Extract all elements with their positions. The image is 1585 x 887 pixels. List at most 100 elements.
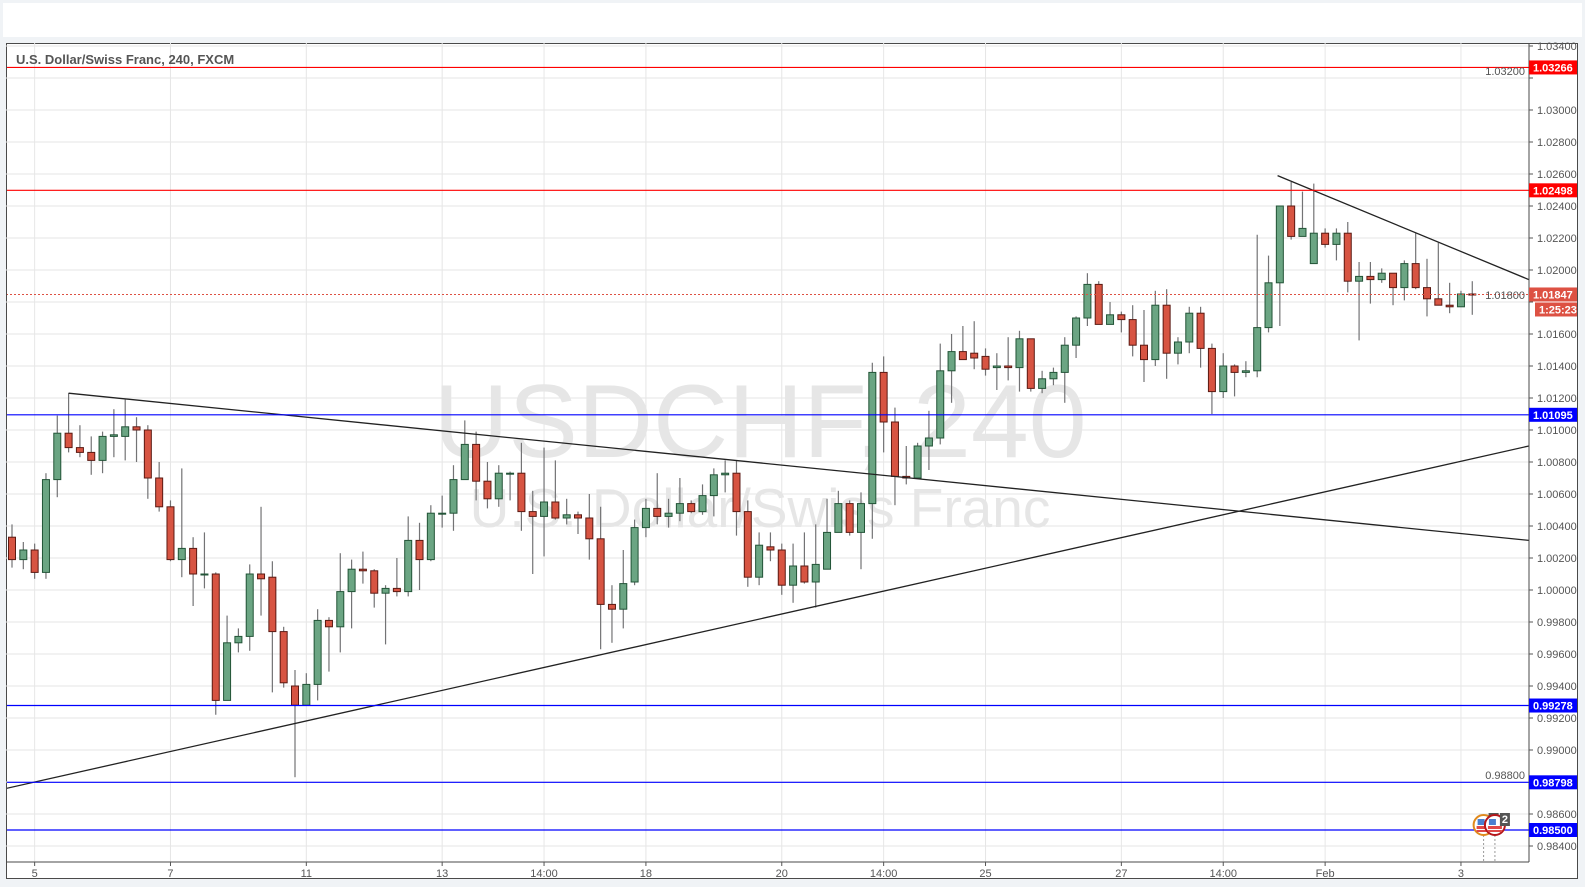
candle-up[interactable] — [449, 479, 458, 514]
candle-up[interactable] — [1106, 314, 1115, 325]
candle-up[interactable] — [404, 539, 413, 593]
candle-down[interactable] — [1140, 344, 1148, 361]
candle-up[interactable] — [1083, 283, 1092, 319]
candle-down[interactable] — [155, 477, 164, 508]
candle-down[interactable] — [166, 506, 175, 561]
candle-up[interactable] — [245, 573, 254, 637]
candle-up[interactable] — [1241, 370, 1250, 373]
candle-down[interactable] — [653, 507, 662, 517]
candle-up[interactable] — [506, 472, 515, 475]
candle-down[interactable] — [483, 480, 492, 500]
candle-down[interactable] — [1389, 272, 1398, 289]
candle-up[interactable] — [1275, 205, 1284, 284]
time-axis[interactable]: 5 7 11 13 14:00 18 20 14:00 25 27 14:00 Feb 3 — [32, 862, 1464, 880]
candle-up[interactable] — [1219, 365, 1228, 393]
candle-up[interactable] — [1253, 327, 1262, 372]
candle-down[interactable] — [1004, 365, 1013, 369]
candle-up[interactable] — [664, 512, 673, 517]
candle-up[interactable] — [1049, 371, 1058, 380]
candle-up[interactable] — [1298, 227, 1307, 237]
candle-down[interactable] — [607, 603, 616, 610]
candle-up[interactable] — [1151, 304, 1160, 361]
candle-down[interactable] — [1434, 298, 1443, 306]
candle-up[interactable] — [562, 514, 571, 519]
candle-up[interactable] — [1456, 293, 1465, 308]
candle-up[interactable] — [755, 544, 764, 578]
candle-up[interactable] — [1377, 272, 1386, 281]
candle-up[interactable] — [381, 587, 390, 594]
candle-up[interactable] — [1072, 317, 1081, 346]
candle-up[interactable] — [811, 563, 820, 583]
candle-up[interactable] — [1309, 232, 1318, 265]
trend-line[interactable] — [1277, 174, 1529, 281]
candle-down[interactable] — [890, 421, 899, 477]
candle-down[interactable] — [1026, 338, 1035, 389]
candle-down[interactable] — [766, 546, 775, 551]
candle-up[interactable] — [41, 479, 50, 573]
candle-up[interactable] — [438, 512, 447, 515]
candle-up[interactable] — [460, 443, 469, 481]
candle-down[interactable] — [879, 371, 888, 423]
candle-down[interactable] — [75, 447, 84, 453]
candle-up[interactable] — [630, 527, 639, 583]
candle-down[interactable] — [1287, 205, 1296, 237]
trend-line[interactable] — [68, 392, 1529, 542]
candle-down[interactable] — [87, 451, 96, 461]
candle-down[interactable] — [291, 685, 299, 706]
candle-up[interactable] — [1264, 282, 1273, 329]
candle-down[interactable] — [143, 429, 152, 479]
candle-down[interactable] — [1196, 312, 1205, 349]
candle-up[interactable] — [540, 501, 549, 517]
candle-down[interactable] — [1366, 275, 1375, 281]
price-axis[interactable]: 1.03400 1.03200 1.03000 1.02800 1.02600 1.024… — [1485, 41, 1577, 853]
candle-down[interactable] — [1343, 232, 1352, 282]
candle-up[interactable] — [1173, 341, 1182, 354]
candle-up[interactable] — [868, 371, 877, 505]
candle-up[interactable] — [1400, 263, 1409, 289]
candle-down[interactable] — [189, 547, 198, 575]
candle-up[interactable] — [19, 549, 28, 561]
candle-up[interactable] — [1185, 312, 1194, 343]
candle-down[interactable] — [257, 573, 266, 580]
candle-up[interactable] — [121, 426, 130, 437]
candle-up[interactable] — [200, 573, 209, 576]
candle-down[interactable] — [800, 565, 809, 583]
candle-down[interactable] — [1411, 263, 1420, 289]
candle-down[interactable] — [1321, 232, 1330, 245]
candle-up[interactable] — [1038, 378, 1047, 389]
candle-down[interactable] — [574, 514, 582, 519]
candle-down[interactable] — [517, 472, 526, 513]
candle-up[interactable] — [1332, 232, 1341, 245]
candle-down[interactable] — [743, 511, 752, 578]
candle-up[interactable] — [834, 503, 843, 533]
candle-down[interactable] — [30, 549, 39, 573]
candle-down[interactable] — [1207, 347, 1216, 393]
candle-down[interactable] — [1423, 287, 1431, 300]
candle-down[interactable] — [324, 619, 333, 628]
candle-down[interactable] — [392, 587, 401, 593]
candle-down[interactable] — [370, 570, 379, 594]
candle-up[interactable] — [641, 507, 650, 529]
candle-up[interactable] — [924, 437, 933, 447]
candle-up[interactable] — [789, 565, 798, 586]
candle-up[interactable] — [913, 445, 922, 479]
candle-up[interactable] — [1355, 275, 1364, 282]
candle-down[interactable] — [268, 576, 277, 633]
candle-down[interactable] — [279, 631, 288, 684]
candle-down[interactable] — [585, 517, 594, 540]
candle-up[interactable] — [698, 495, 707, 513]
candle-down[interactable] — [1128, 319, 1137, 346]
candle-down[interactable] — [732, 472, 741, 513]
candle-up[interactable] — [721, 472, 730, 476]
candle-down[interactable] — [1162, 304, 1171, 354]
candle-up[interactable] — [426, 512, 435, 561]
candle-up[interactable] — [709, 474, 718, 497]
candle-down[interactable] — [1230, 365, 1239, 373]
candle-up[interactable] — [234, 635, 243, 644]
candle-down[interactable] — [981, 355, 990, 370]
candle-down[interactable] — [958, 351, 967, 361]
candle-down[interactable] — [1094, 283, 1103, 325]
candle-down[interactable] — [777, 549, 786, 586]
candle-down[interactable] — [970, 352, 979, 359]
candle-down[interactable] — [132, 426, 141, 431]
